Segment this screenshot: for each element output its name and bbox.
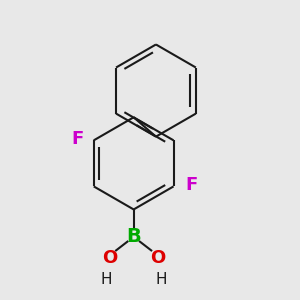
- Text: O: O: [150, 250, 166, 268]
- Text: H: H: [100, 272, 112, 287]
- Text: F: F: [71, 130, 83, 148]
- Text: F: F: [186, 176, 198, 194]
- Text: O: O: [102, 250, 117, 268]
- Text: B: B: [126, 227, 141, 246]
- Text: H: H: [155, 272, 167, 287]
